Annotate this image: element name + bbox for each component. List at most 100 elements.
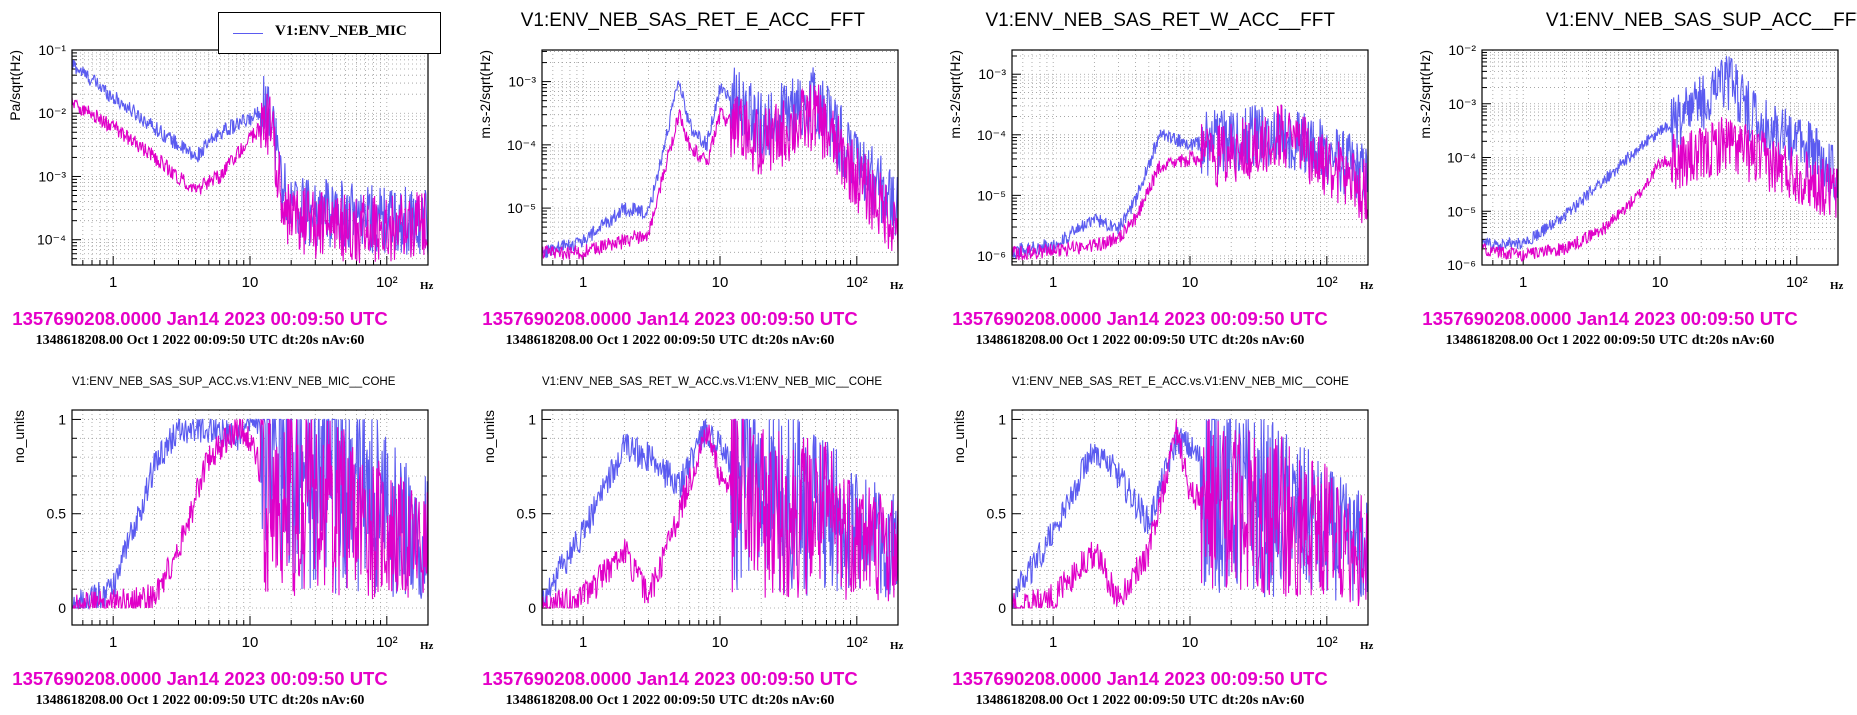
plot-cohe-ret-w: 1 10 10² Hz 0 0.5 1 no_units xyxy=(481,409,904,652)
x-tick-label: 10² xyxy=(376,274,398,291)
y-axis-label: no_units xyxy=(11,410,27,463)
x-tick-label: 1 xyxy=(579,274,587,291)
plot-frame xyxy=(541,409,899,626)
y-tick-label: 0.5 xyxy=(517,506,537,522)
panel-sup: V1:ENV_NEB_SAS_SUP_ACC__FFT 1 10 10² Hz 10⁻⁶… xyxy=(1410,0,1857,355)
series-current-line xyxy=(541,418,899,609)
timestamp-current: 1357690208.0000 Jan14 2023 00:09:50 UTC xyxy=(1422,308,1798,329)
legend-label: V1:ENV_NEB_MIC xyxy=(275,23,407,39)
x-tick-label: 10² xyxy=(846,274,868,291)
x-tick-label: 10² xyxy=(1316,274,1338,291)
panel-title: V1:ENV_NEB_SAS_SUP_ACC__FFT xyxy=(1545,10,1857,31)
y-axis-label: Pa/sqrt(Hz) xyxy=(7,50,23,121)
series-reference-line xyxy=(1011,104,1369,259)
y-axis-label: m.s-2/sqrt(Hz) xyxy=(477,50,493,139)
timestamp-current: 1357690208.0000 Jan14 2023 00:09:50 UTC xyxy=(12,308,388,329)
x-tick-label: 10² xyxy=(846,634,868,651)
y-tick-label: 10⁻¹ xyxy=(38,42,66,58)
x-tick-label: 10² xyxy=(1786,274,1808,291)
plot-frame xyxy=(1011,409,1369,626)
x-tick-label: 1 xyxy=(109,634,117,651)
timestamp-current: 1357690208.0000 Jan14 2023 00:09:50 UTC xyxy=(482,668,858,689)
panel-title: V1:ENV_NEB_SAS_SUP_ACC.vs.V1:ENV_NEB_MIC… xyxy=(72,376,396,388)
y-tick-label: 0.5 xyxy=(987,506,1007,522)
plot-frame xyxy=(1481,49,1839,266)
timestamp-reference: 1348618208.00 Oct 1 2022 00:09:50 UTC dt… xyxy=(505,693,835,708)
timestamp-reference: 1348618208.00 Oct 1 2022 00:09:50 UTC dt… xyxy=(35,693,365,708)
plot-cohe-sup: 1 10 10² Hz 0 0.5 1 no_units xyxy=(11,409,434,652)
x-tick-label: 10 xyxy=(1182,274,1199,291)
panel-cohe-sup: V1:ENV_NEB_SAS_SUP_ACC.vs.V1:ENV_NEB_MIC… xyxy=(0,360,450,715)
y-tick-label: 0 xyxy=(998,600,1006,616)
y-tick-label: 10⁻³ xyxy=(1448,96,1476,112)
x-tick-label: 1 xyxy=(1519,274,1527,291)
timestamp-reference: 1348618208.00 Oct 1 2022 00:09:50 UTC dt… xyxy=(975,333,1305,348)
x-axis-unit: Hz xyxy=(890,280,904,292)
y-tick-label: 10⁻⁵ xyxy=(1447,203,1476,219)
y-tick-label: 10⁻³ xyxy=(508,74,536,90)
plot-ret-e: 1 10 10² Hz 10⁻⁵ 10⁻⁴ 10⁻³ m.s-2/sqrt(Hz) xyxy=(477,49,904,292)
x-tick-label: 10 xyxy=(712,274,729,291)
x-tick-label: 10 xyxy=(1182,634,1199,651)
y-tick-label: 0 xyxy=(528,600,536,616)
x-tick-label: 10 xyxy=(242,274,259,291)
series-current-line xyxy=(72,418,429,610)
timestamp-reference: 1348618208.00 Oct 1 2022 00:09:50 UTC dt… xyxy=(1445,333,1775,348)
plot-frame xyxy=(71,409,429,626)
series-current-line xyxy=(1011,104,1369,261)
y-tick-label: 10⁻³ xyxy=(38,168,66,184)
series-reference-line xyxy=(72,418,429,610)
panel-ret-e: V1:ENV_NEB_SAS_RET_E_ACC__FFT 1 10 10² Hz 10… xyxy=(470,0,920,355)
y-tick-label: 1 xyxy=(998,411,1006,427)
series-reference-line xyxy=(71,58,429,256)
y-axis-label: no_units xyxy=(951,410,967,463)
y-tick-label: 0 xyxy=(58,600,66,616)
y-tick-label: 10⁻⁴ xyxy=(1447,150,1476,166)
series-current-line xyxy=(1011,419,1369,610)
y-tick-label: 10⁻⁶ xyxy=(977,248,1006,264)
timestamp-reference: 1348618208.00 Oct 1 2022 00:09:50 UTC dt… xyxy=(35,333,365,348)
x-tick-label: 10 xyxy=(712,634,729,651)
plot-frame xyxy=(541,49,899,266)
y-tick-label: 10⁻² xyxy=(38,105,66,121)
timestamp-reference: 1348618208.00 Oct 1 2022 00:09:50 UTC dt… xyxy=(975,693,1305,708)
x-axis-unit: Hz xyxy=(420,280,434,292)
y-tick-label: 10⁻⁴ xyxy=(977,127,1006,143)
y-tick-label: 10⁻² xyxy=(1448,42,1476,58)
y-axis-label: m.s-2/sqrt(Hz) xyxy=(1417,50,1433,139)
panel-cohe-ret-e: V1:ENV_NEB_SAS_RET_E_ACC.vs.V1:ENV_NEB_M… xyxy=(940,360,1390,715)
y-tick-label: 10⁻⁵ xyxy=(507,200,536,216)
x-tick-label: 10 xyxy=(242,634,259,651)
x-tick-label: 1 xyxy=(109,274,117,291)
series-reference-line xyxy=(1011,418,1369,609)
panel-mic: 1 10 10² Hz 10⁻⁴ 10⁻³ 10⁻² 10⁻¹ Pa/sqrt(Hz) V1:E… xyxy=(0,0,450,355)
y-tick-label: 0.5 xyxy=(47,506,67,522)
x-tick-label: 1 xyxy=(1049,634,1057,651)
y-tick-label: 10⁻³ xyxy=(978,66,1006,82)
legend: V1:ENV_NEB_MIC xyxy=(218,12,441,54)
timestamp-current: 1357690208.0000 Jan14 2023 00:09:50 UTC xyxy=(952,668,1328,689)
y-axis-label: no_units xyxy=(481,410,497,463)
x-axis-unit: Hz xyxy=(890,640,904,652)
plot-mic: 1 10 10² Hz 10⁻⁴ 10⁻³ 10⁻² 10⁻¹ Pa/sqrt(Hz) xyxy=(7,42,434,292)
x-tick-label: 10 xyxy=(1652,274,1669,291)
y-tick-label: 10⁻⁴ xyxy=(37,232,66,248)
plot-ret-w: 1 10 10² Hz 10⁻⁶ 10⁻⁵ 10⁻⁴ 10⁻³ m.s-2/sqrt(Hz) xyxy=(947,49,1374,292)
series-current-line xyxy=(71,93,429,264)
y-tick-label: 1 xyxy=(58,411,66,427)
plot-sup: 1 10 10² Hz 10⁻⁶ 10⁻⁵ 10⁻⁴ 10⁻³ 10⁻² m.s-2/sqrt(H… xyxy=(1417,42,1844,292)
legend-line xyxy=(233,33,263,34)
x-tick-label: 10² xyxy=(1316,634,1338,651)
x-axis-unit: Hz xyxy=(1360,640,1374,652)
y-tick-label: 10⁻⁴ xyxy=(507,137,536,153)
panel-ret-w: V1:ENV_NEB_SAS_RET_W_ACC__FFT 1 10 10² Hz 10… xyxy=(940,0,1390,355)
series-current-line xyxy=(541,84,899,261)
plot-frame xyxy=(1011,49,1369,266)
timestamp-current: 1357690208.0000 Jan14 2023 00:09:50 UTC xyxy=(12,668,388,689)
panel-title: V1:ENV_NEB_SAS_RET_E_ACC__FFT xyxy=(520,10,865,31)
timestamp-current: 1357690208.0000 Jan14 2023 00:09:50 UTC xyxy=(482,308,858,329)
x-tick-label: 1 xyxy=(1049,274,1057,291)
x-axis-unit: Hz xyxy=(1360,280,1374,292)
timestamp-reference: 1348618208.00 Oct 1 2022 00:09:50 UTC dt… xyxy=(505,333,835,348)
panel-cohe-ret-w: V1:ENV_NEB_SAS_RET_W_ACC.vs.V1:ENV_NEB_M… xyxy=(470,360,920,715)
